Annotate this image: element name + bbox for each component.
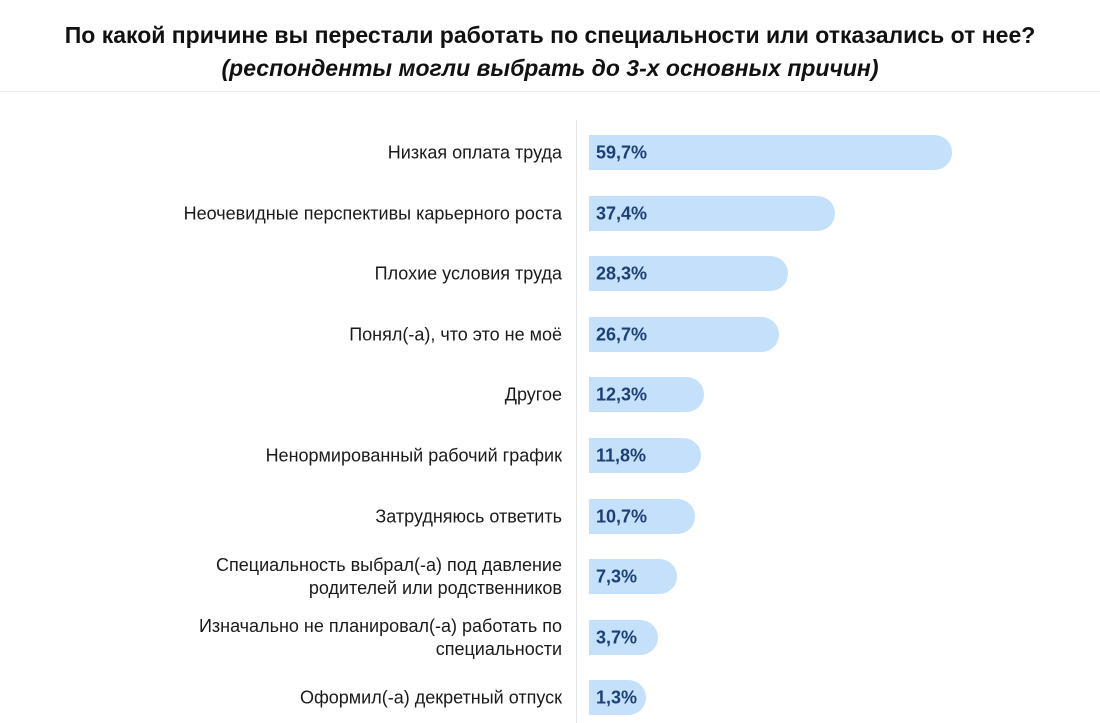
data-label: 10,7% xyxy=(596,506,648,527)
data-label: 26,7% xyxy=(596,324,648,345)
bar-row: Низкая оплата труда 59,7% xyxy=(0,135,1100,171)
bar-row: Плохие условия труда 28,3% xyxy=(0,256,1100,292)
data-label: 59,7% xyxy=(596,142,648,163)
bar-row: Ненормированный рабочий график 11,8% xyxy=(0,438,1100,474)
chart-title: По какой причине вы перестали работать п… xyxy=(64,22,1036,48)
category-label: Неочевидные перспективы карьерного роста xyxy=(183,203,562,224)
category-label: Изначально не планировал(-а) работать по… xyxy=(198,615,562,659)
bar-row: Понял(-а), что это не моё 26,7% xyxy=(0,316,1100,353)
title-divider xyxy=(0,91,1100,92)
bar xyxy=(589,256,788,292)
data-label: 12,3% xyxy=(596,384,648,405)
category-label: Другое xyxy=(504,384,562,405)
category-axis-line xyxy=(576,120,577,723)
data-label: 1,3% xyxy=(596,687,638,708)
bar xyxy=(589,498,696,534)
data-label: 37,4% xyxy=(596,203,648,224)
data-label: 28,3% xyxy=(596,263,648,284)
bar-row: Неочевидные перспективы карьерного роста… xyxy=(0,195,1100,232)
category-label: Низкая оплата труда xyxy=(387,142,562,163)
category-label: Затрудняюсь ответить xyxy=(375,506,562,527)
bar xyxy=(589,377,704,413)
bar xyxy=(589,316,780,352)
bar-row: Изначально не планировал(-а) работать по… xyxy=(0,616,1100,659)
category-label: Оформил(-а) декретный отпуск xyxy=(299,687,562,708)
chart-subtitle: (респонденты могли выбрать до 3-х основн… xyxy=(221,55,879,81)
bar-row: Специальность выбрал(-а) под давление род… xyxy=(0,555,1100,598)
bar xyxy=(589,438,701,473)
category-label: Понял(-а), что это не моё xyxy=(349,324,562,345)
data-label: 11,8% xyxy=(596,445,647,466)
category-label: Специальность выбрал(-а) под давление род… xyxy=(216,555,562,599)
bar xyxy=(589,680,646,716)
category-label: Ненормированный рабочий график xyxy=(265,445,562,466)
bar-row: Затрудняюсь ответить 10,7% xyxy=(0,498,1100,535)
data-label: 3,7% xyxy=(596,627,638,648)
bar xyxy=(589,619,659,655)
bar-row: Оформил(-а) декретный отпуск 1,3% xyxy=(0,680,1100,716)
bar-row: Другое 12,3% xyxy=(0,377,1100,413)
data-label: 7,3% xyxy=(596,566,638,587)
bar xyxy=(589,135,953,170)
bar xyxy=(589,195,836,231)
category-label: Плохие условия труда xyxy=(374,263,562,284)
bar xyxy=(589,559,678,595)
